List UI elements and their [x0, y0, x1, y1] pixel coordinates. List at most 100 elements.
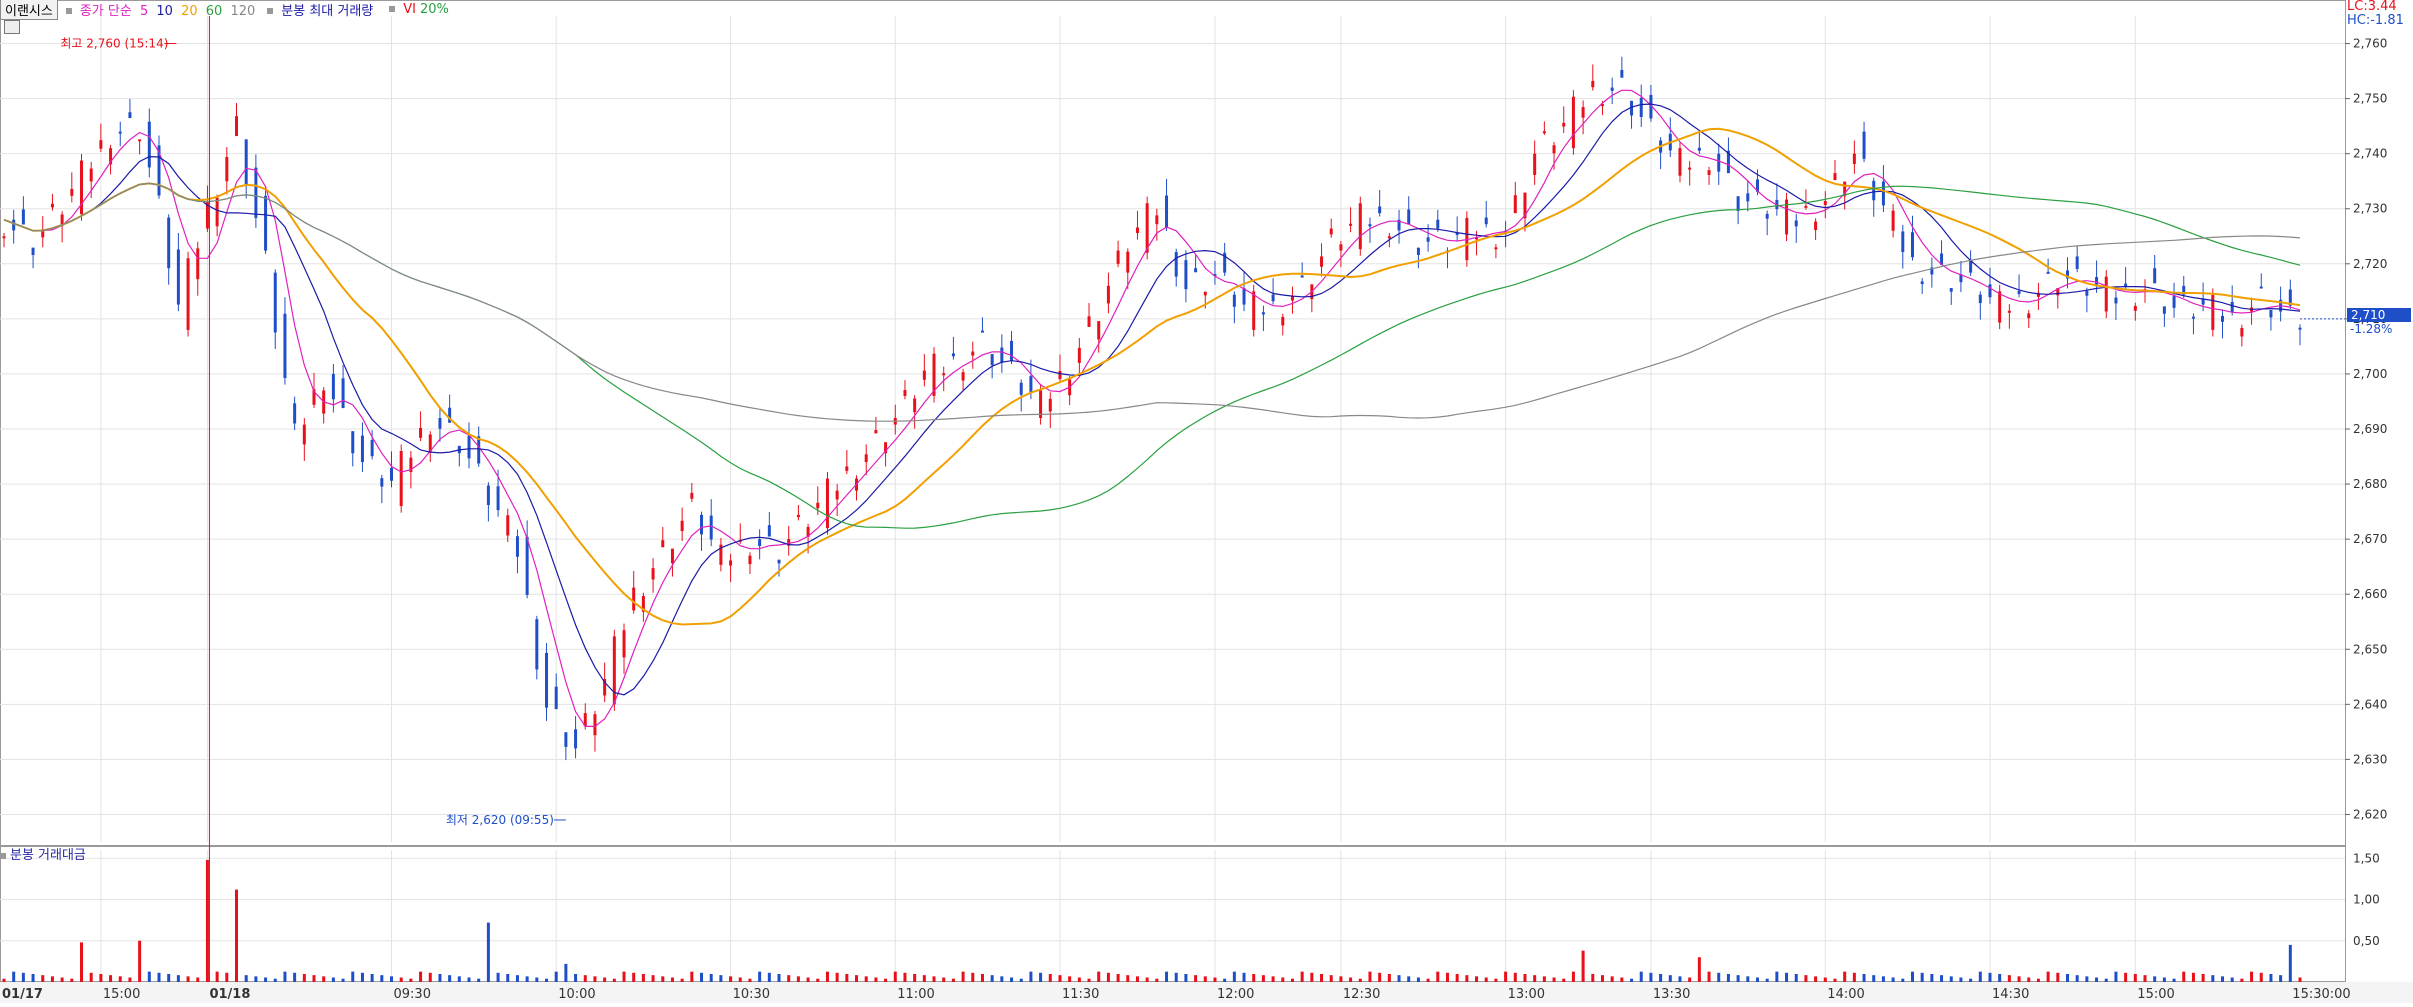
volume-bar	[457, 976, 461, 982]
candle-body	[2172, 296, 2176, 308]
volume-bar	[1455, 973, 1459, 982]
volume-bar	[1755, 977, 1759, 982]
volume-bar	[641, 973, 645, 982]
volume-bar	[1368, 971, 1372, 982]
candle-body	[486, 485, 490, 505]
volume-bar	[1116, 973, 1120, 982]
volume-bar	[1940, 975, 1944, 982]
volume-bar	[1562, 978, 1566, 982]
lc-tag: LC:3.44	[2347, 0, 2397, 14]
volume-bar	[1504, 971, 1508, 982]
volume-legend[interactable]: 분봉 거래대금	[0, 844, 86, 863]
candle-body	[1281, 317, 1285, 326]
candle-body	[176, 249, 180, 305]
volume-bar	[157, 972, 161, 982]
volume-bar	[80, 942, 84, 982]
volume-bar	[1281, 977, 1285, 982]
volume-bar	[1271, 976, 1275, 982]
volume-bar	[1378, 972, 1382, 982]
volume-bar	[845, 973, 849, 982]
candle-body	[2211, 295, 2215, 330]
volume-bar	[2182, 971, 2186, 982]
candle-body	[1649, 94, 1653, 119]
candle-body	[1726, 150, 1730, 174]
volume-bar	[1155, 978, 1159, 982]
volume-bar	[1600, 975, 1604, 982]
volume-bar	[1765, 978, 1769, 982]
candle-body	[1804, 205, 1808, 208]
volume-bar	[1571, 971, 1575, 982]
lc-hc-tags: LC:3.44 HC:-1.81	[2347, 0, 2404, 28]
volume-bar	[176, 975, 180, 982]
candle-body	[545, 652, 549, 708]
candle-body	[1901, 231, 1905, 253]
volume-bar	[1804, 975, 1808, 982]
current-price-badge: 2,710	[2347, 308, 2411, 322]
vol-max-legend[interactable]: 분봉 최대 거래량	[267, 0, 381, 19]
candle-body	[2288, 289, 2292, 306]
candle-body	[467, 435, 471, 459]
volume-bar	[564, 963, 568, 982]
candle-body	[167, 217, 171, 269]
ma-legend[interactable]: 종가 단순 5 10 20 60 120	[65, 0, 259, 19]
volume-bar	[922, 975, 926, 982]
volume-bar	[2288, 944, 2292, 982]
candle-body	[2182, 285, 2186, 295]
vi-label: VI	[403, 1, 417, 17]
candle-body	[1620, 69, 1624, 78]
volume-bar	[2095, 977, 2099, 982]
volume-bar	[864, 976, 868, 982]
candle-body	[360, 435, 364, 463]
candle-body	[612, 636, 616, 705]
volume-bar	[1620, 977, 1624, 982]
candle-body	[748, 555, 752, 565]
volume-bar	[1823, 977, 1827, 982]
volume-bar	[1814, 976, 1818, 982]
candle-body	[1213, 274, 1217, 277]
volume-bar	[1242, 972, 1246, 982]
stock-name[interactable]: 이랜시스	[0, 0, 58, 20]
candle-body	[1513, 195, 1517, 214]
candle-body	[758, 539, 762, 547]
y-tick-label: 2,620	[2353, 807, 2387, 821]
volume-bar	[21, 972, 25, 982]
candle-body	[593, 714, 597, 736]
candle-body	[2, 236, 6, 239]
volume-bar	[2191, 972, 2195, 982]
volume-bar	[767, 972, 771, 982]
candle-body	[903, 390, 907, 396]
volume-bar	[1232, 971, 1236, 982]
candle-body	[1029, 376, 1033, 393]
candle-body	[1930, 267, 1934, 275]
volume-bar	[138, 940, 142, 982]
volume-bar	[70, 978, 74, 982]
x-tick-label: 14:00	[1827, 987, 1864, 1002]
volume-bar	[1310, 972, 1314, 982]
volume-bar	[486, 922, 490, 982]
volume-bar	[50, 976, 54, 982]
candle-body	[438, 417, 442, 429]
volume-bar	[1358, 978, 1362, 982]
candle-body	[1358, 203, 1362, 250]
volume-bar	[1843, 971, 1847, 982]
volume-bar	[758, 971, 762, 982]
candle-body	[719, 544, 723, 565]
candle-body	[264, 195, 268, 251]
ma-period-5: 5	[139, 3, 149, 19]
vi-legend[interactable]: VI 20%	[389, 2, 457, 17]
volume-bar	[1533, 975, 1537, 982]
volume-bar	[1775, 971, 1779, 982]
volume-bar	[1077, 977, 1081, 982]
calendar-icon[interactable]	[4, 20, 20, 34]
volume-bar	[2230, 977, 2234, 982]
candle-body	[283, 313, 287, 378]
candle-body	[651, 568, 655, 580]
volume-bar	[893, 971, 897, 982]
volume-bar	[1058, 975, 1062, 982]
volume-bar	[2143, 975, 2147, 982]
candle-body	[2007, 310, 2011, 313]
candle-body	[835, 490, 839, 500]
candle-body	[1736, 196, 1740, 211]
